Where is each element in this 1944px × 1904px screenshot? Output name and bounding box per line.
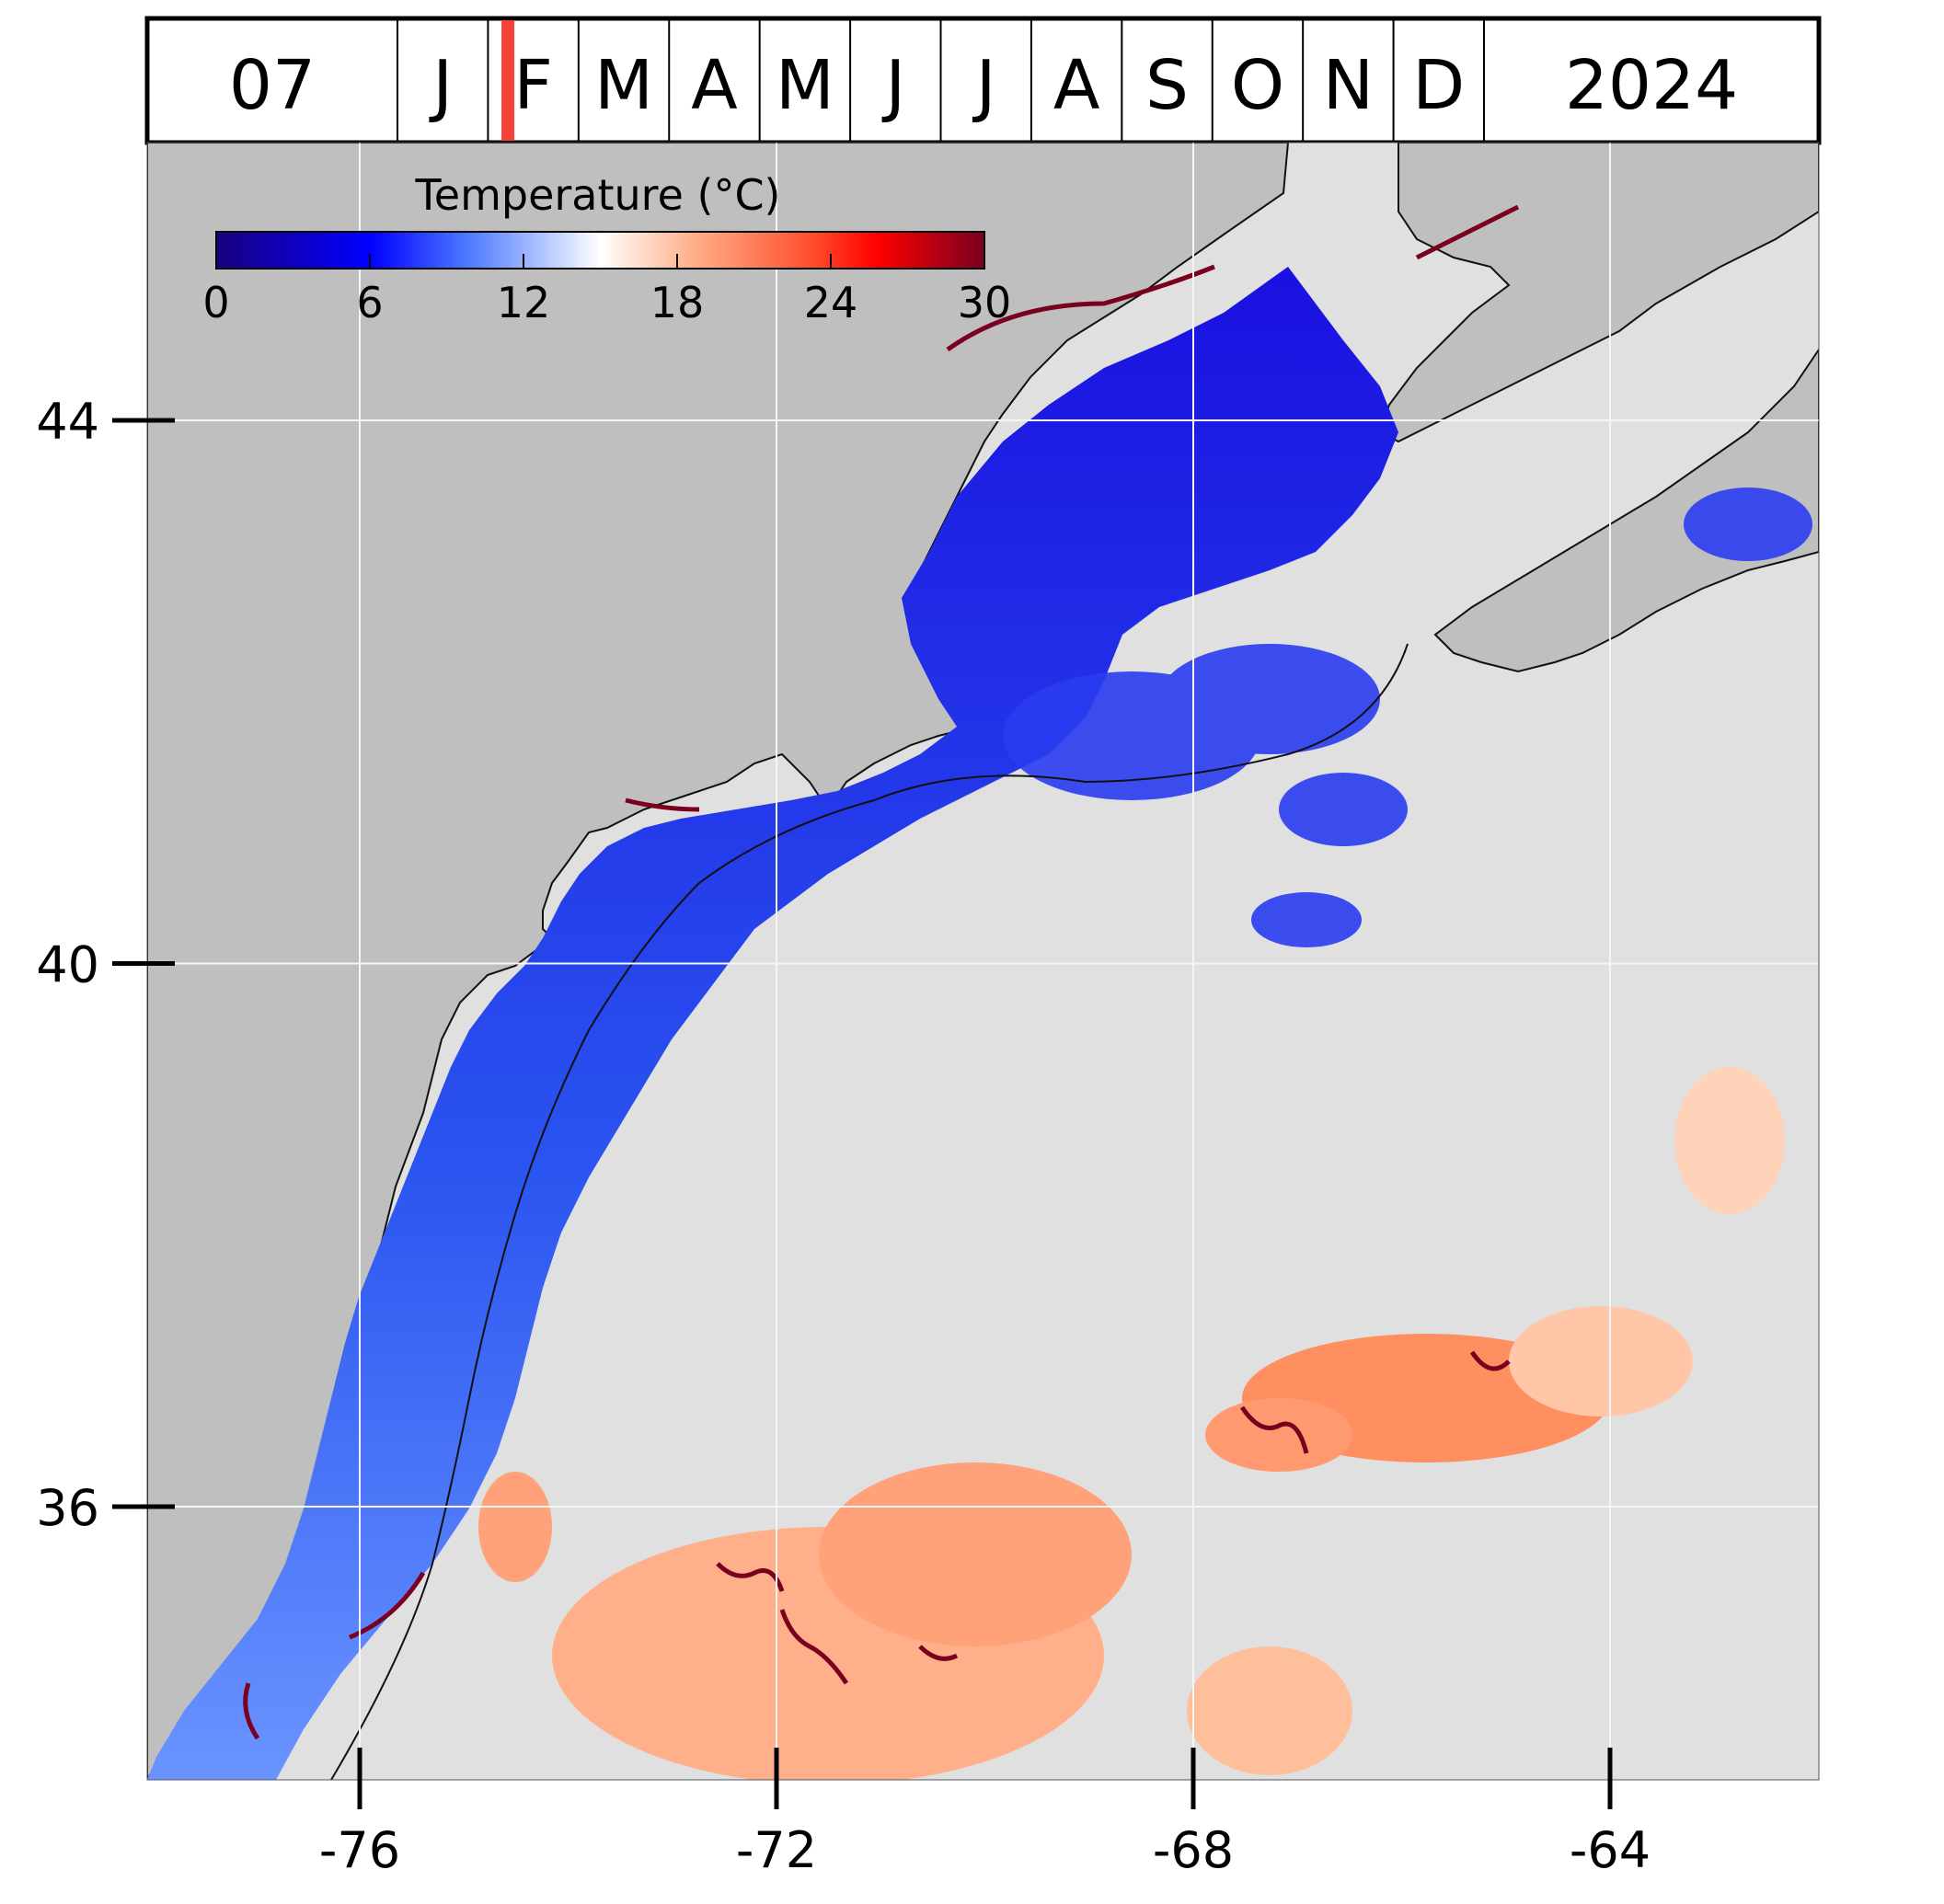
shelf-break-contour — [330, 643, 1409, 1780]
timeline-month-label: A — [691, 46, 738, 125]
colorbar-gradient — [215, 231, 985, 270]
timeline-current-date-marker — [501, 20, 515, 141]
timeline-year-label: 2024 — [1565, 46, 1738, 125]
timeline-dividers — [397, 20, 1485, 141]
latitude-tick-label: 36 — [36, 1479, 99, 1537]
colorbar-tick-label: 0 — [202, 278, 229, 327]
colorbar-tick-label: 30 — [958, 278, 1012, 327]
colorbar-tick-label: 12 — [497, 278, 551, 327]
timeline-month-label: S — [1145, 46, 1189, 125]
longitude-tick-label: -76 — [319, 1821, 400, 1879]
land-maritimes — [1378, 143, 1819, 443]
timeline-month-label: D — [1412, 46, 1465, 125]
colorbar-title: Temperature (°C) — [414, 170, 780, 220]
longitude-tick-label: -72 — [736, 1821, 817, 1879]
colorbar-tick-label: 6 — [356, 278, 383, 327]
latitude-tick-label: 40 — [36, 936, 99, 994]
timeline-month-label: F — [513, 46, 553, 125]
timeline-month-label: O — [1231, 46, 1284, 125]
shelf-water-cold — [147, 267, 1398, 1780]
map-panel — [147, 143, 1819, 1780]
timeline-month-label: M — [594, 46, 653, 125]
timeline-month-label: J — [972, 46, 996, 125]
timeline-month-label: M — [776, 46, 834, 125]
colorbar-tick-label: 18 — [650, 278, 705, 327]
timeline-day-label: 07 — [229, 46, 316, 125]
timeline-month-label: J — [881, 46, 905, 125]
timeline-month-label: J — [429, 46, 453, 125]
latitude-axis: 44 40 36 — [36, 393, 175, 1537]
colorbar: Temperature (°C) 0 6 12 18 24 30 — [202, 170, 1011, 327]
colorbar-tick-label: 24 — [804, 278, 858, 327]
gulf-of-maine-patches — [1003, 487, 1812, 947]
land-nova-scotia — [1433, 348, 1819, 673]
longitude-tick-label: -64 — [1570, 1821, 1651, 1879]
timeline-frame — [144, 16, 1822, 145]
map-gridlines — [147, 143, 1819, 1780]
longitude-tick-label: -68 — [1153, 1821, 1234, 1879]
longitude-axis: -76 -72 -68 -64 — [319, 1748, 1651, 1879]
latitude-tick-label: 44 — [36, 393, 99, 451]
warm-water-patches — [478, 1067, 1785, 1780]
timeline-month-label: A — [1053, 46, 1100, 125]
timeline-month-label: N — [1323, 46, 1374, 125]
colorbar-ticks: 0 6 12 18 24 30 — [202, 254, 1011, 327]
